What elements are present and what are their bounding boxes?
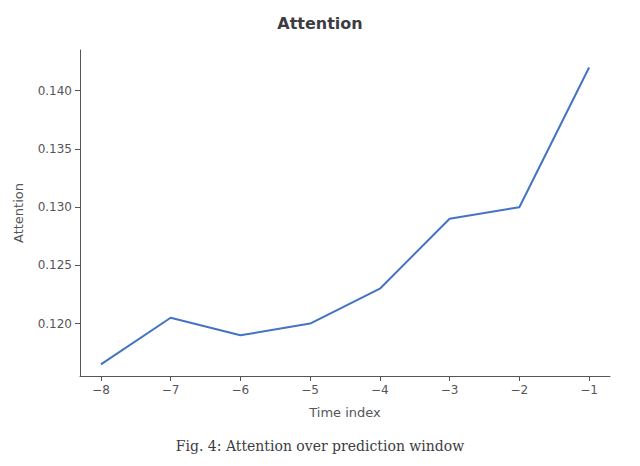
svg-text:Fig. 4: Attention over predict: Fig. 4: Attention over prediction window [176,438,464,454]
svg-text:0.140: 0.140 [38,84,72,98]
svg-text:−8: −8 [92,383,110,397]
svg-text:0.135: 0.135 [38,142,72,156]
svg-text:−5: −5 [301,383,319,397]
svg-text:0.120: 0.120 [38,317,72,331]
svg-text:Attention: Attention [277,14,362,33]
svg-text:−7: −7 [162,383,180,397]
svg-text:0.125: 0.125 [38,258,72,272]
svg-text:Time index: Time index [308,405,381,420]
svg-text:−3: −3 [441,383,459,397]
svg-text:Attention: Attention [11,183,26,243]
svg-text:−1: −1 [580,383,598,397]
svg-text:−6: −6 [232,383,250,397]
svg-text:−4: −4 [371,383,389,397]
svg-text:0.130: 0.130 [38,200,72,214]
svg-text:−2: −2 [510,383,528,397]
